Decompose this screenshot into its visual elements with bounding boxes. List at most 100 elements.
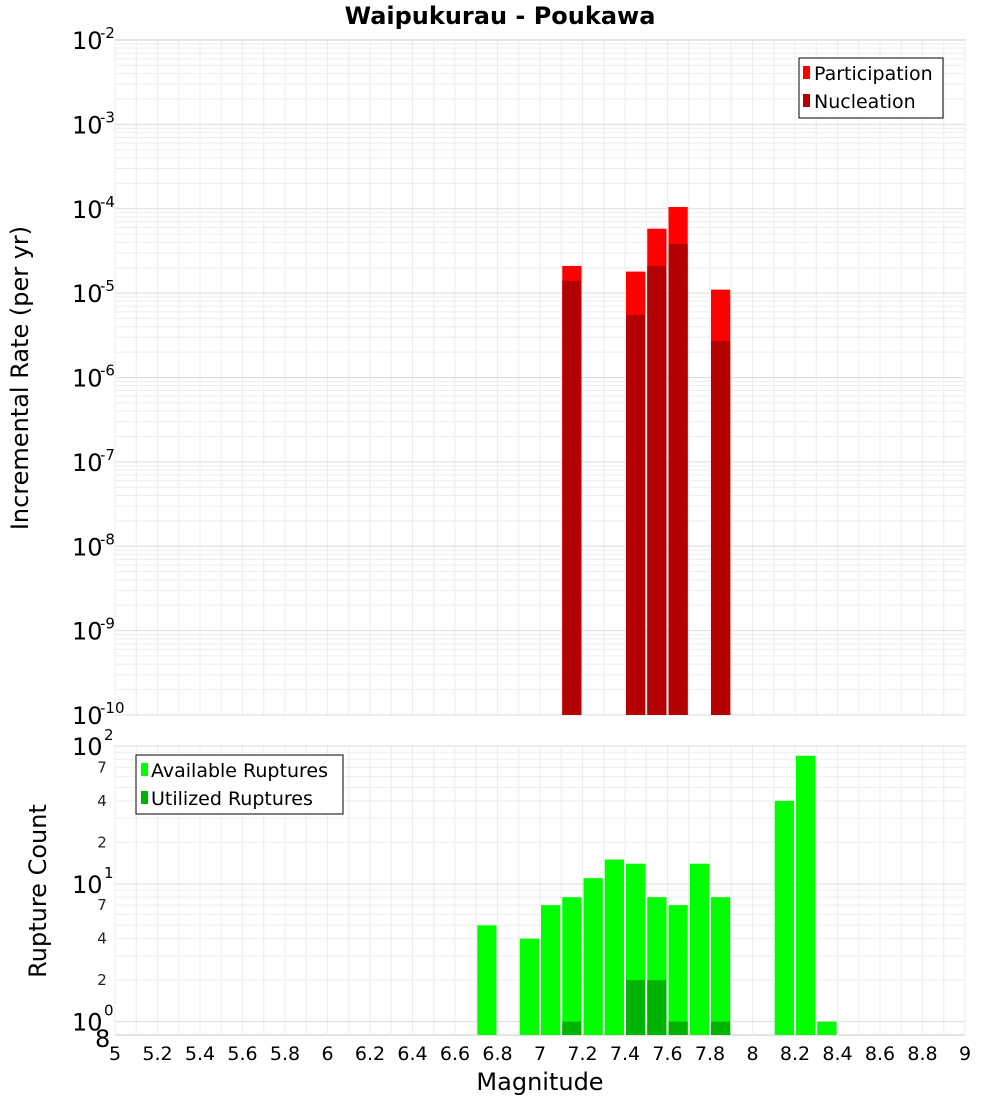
- utilized-bar: [711, 1021, 731, 1035]
- rate-y-tick-exponent: -3: [100, 108, 115, 126]
- rate-y-tick-exponent: -4: [100, 193, 115, 211]
- x-axis-label: Magnitude: [476, 1068, 603, 1096]
- count-y-tick-label: 10 1: [72, 864, 114, 899]
- rate-y-tick-exponent: -6: [100, 362, 115, 380]
- rate-y-tick-label: 10-7: [72, 446, 115, 477]
- rate-bars: [562, 206, 731, 716]
- count-y-tick-label: 10 0: [72, 1002, 114, 1037]
- x-tick-label: 6.6: [440, 1043, 470, 1065]
- available-bar: [689, 863, 709, 1035]
- x-tick-label: 9: [959, 1043, 971, 1065]
- x-tick-label: 6: [321, 1043, 333, 1065]
- available-bar: [796, 755, 816, 1035]
- available-bar: [562, 897, 582, 1035]
- count-y-tick-exponent: 0: [104, 1002, 114, 1020]
- available-bar: [774, 800, 794, 1035]
- count-y-axis-label: Rupture Count: [24, 804, 52, 978]
- count-y-tick-label: 4: [97, 930, 107, 948]
- available-legend-label: Available Ruptures: [151, 760, 328, 782]
- count-y-tick-label: 4: [97, 792, 107, 810]
- utilized-bar: [647, 980, 667, 1035]
- x-tick-label: 8.4: [822, 1043, 852, 1065]
- rate-y-tick-exponent: -7: [100, 446, 115, 464]
- count-y-tick-base: 10: [72, 1009, 103, 1037]
- count-y-tick-base: 10: [72, 871, 103, 899]
- rate-y-tick-label: 10-8: [72, 530, 115, 561]
- rate-y-tick-exponent: -2: [100, 24, 115, 42]
- nucleation-legend-label: Nucleation: [814, 91, 916, 113]
- count-y-tick-base: 10: [72, 733, 103, 761]
- count-y-tick-label: 7: [97, 758, 107, 776]
- count-bars: [477, 755, 837, 1035]
- utilized-bar: [626, 980, 646, 1035]
- rate-y-tick-label: 10-2: [72, 24, 115, 55]
- rate-grid: [114, 40, 966, 716]
- available-legend-swatch: [141, 763, 148, 776]
- x-tick-label: 7.4: [610, 1043, 640, 1065]
- x-tick-label: 8.2: [780, 1043, 810, 1065]
- x-tick-label: 8: [746, 1043, 758, 1065]
- available-bar: [477, 925, 497, 1035]
- rate-y-tick-base: 10: [72, 618, 103, 646]
- rate-y-tick-base: 10: [72, 27, 103, 55]
- rate-y-tick-base: 10: [72, 365, 103, 393]
- x-ticks: 5 5.2 5.4 5.6 5.8 6 6.2 6.4 6.6 6.8 7 7.2 7.4 7.6 7.8 8…: [109, 1043, 971, 1065]
- available-bar: [711, 897, 731, 1035]
- count-legend: Available Ruptures Utilized Ruptures: [135, 754, 344, 815]
- nucleation-legend-swatch: [803, 94, 810, 107]
- utilized-bar: [562, 1021, 582, 1035]
- rate-y-tick-label: 10-9: [72, 615, 115, 646]
- rate-y-tick-base: 10: [72, 196, 103, 224]
- x-tick-label: 5.6: [227, 1043, 257, 1065]
- rate-legend: Participation Nucleation: [798, 57, 944, 119]
- chart-title: Waipukurau - Poukawa: [345, 2, 656, 30]
- utilized-legend-label: Utilized Ruptures: [151, 788, 313, 810]
- x-tick-label: 7: [534, 1043, 546, 1065]
- x-tick-label: 6.2: [355, 1043, 385, 1065]
- rate-y-tick-exponent: -10: [100, 699, 125, 717]
- count-y-tick-label: 7: [97, 896, 107, 914]
- count-y-tick-exponent: 2: [104, 726, 114, 744]
- rate-y-tick-label: 10-10: [72, 699, 125, 730]
- count-y-tick-exponent: 1: [104, 864, 114, 882]
- x-tick-label: 5.4: [185, 1043, 215, 1065]
- available-bar: [541, 905, 561, 1035]
- count-legend-box: [135, 754, 344, 815]
- available-bar: [817, 1021, 837, 1035]
- x-tick-label: 7.8: [695, 1043, 725, 1065]
- x-tick-label: 6.8: [482, 1043, 512, 1065]
- rate-y-tick-exponent: -8: [100, 530, 115, 548]
- rate-y-tick-base: 10: [72, 702, 103, 730]
- nucleation-bar: [626, 315, 646, 715]
- rate-y-tick-label: 10-3: [72, 108, 115, 139]
- available-bar: [583, 878, 603, 1035]
- utilized-legend-swatch: [141, 791, 148, 804]
- rate-y-tick-label: 10-6: [72, 362, 115, 393]
- x-tick-label: 5.8: [270, 1043, 300, 1065]
- count-y-tick-label: 2: [97, 833, 107, 851]
- utilized-bar: [668, 1021, 688, 1035]
- rate-y-axis-label: Incremental Rate (per yr): [6, 226, 34, 530]
- count-y-tick-label: 2: [97, 971, 107, 989]
- rate-y-tick-base: 10: [72, 111, 103, 139]
- nucleation-bar: [668, 244, 688, 716]
- participation-legend-swatch: [803, 66, 810, 79]
- x-tick-label: 8.6: [865, 1043, 895, 1065]
- available-bar: [668, 905, 688, 1035]
- rate-y-tick-exponent: -5: [100, 277, 115, 295]
- count-y-tick-label: 10 2: [72, 726, 114, 761]
- participation-legend-label: Participation: [814, 63, 933, 85]
- nucleation-bar: [562, 280, 582, 715]
- count-grid: [114, 745, 966, 1035]
- rate-y-tick-base: 10: [72, 533, 103, 561]
- x-tick-label: 6.4: [397, 1043, 427, 1065]
- rate-y-tick-base: 10: [72, 449, 103, 477]
- x-tick-label: 8.8: [907, 1043, 937, 1065]
- rate-legend-box: [798, 57, 944, 119]
- count-y-tick-label: 8: [95, 1025, 110, 1053]
- rate-y-tick-label: 10-5: [72, 277, 115, 308]
